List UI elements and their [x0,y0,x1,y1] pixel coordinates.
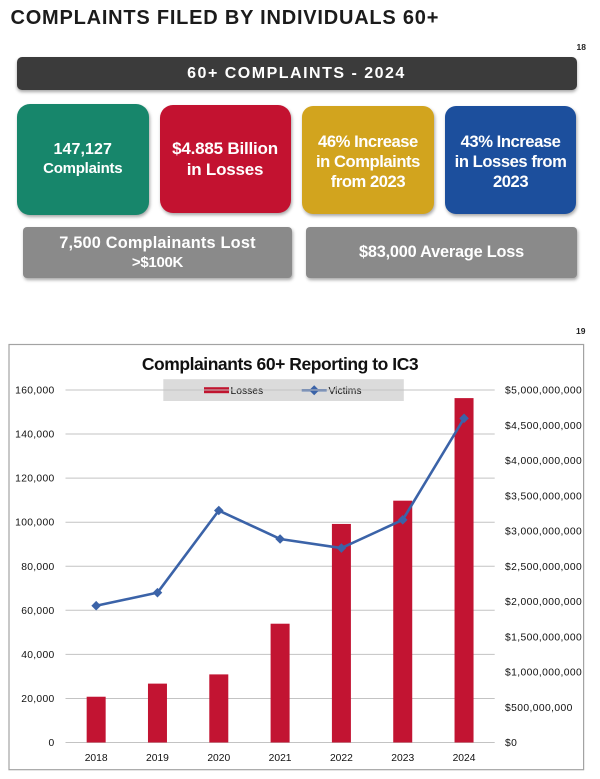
svg-text:120,000: 120,000 [15,474,54,485]
svg-text:2019: 2019 [146,753,169,764]
svg-text:160,000: 160,000 [15,386,54,397]
svg-text:Complainants 60+ Reporting to: Complainants 60+ Reporting to IC3 [142,354,419,374]
svg-text:$4,000,000,000: $4,000,000,000 [505,456,582,467]
svg-text:2021: 2021 [269,753,292,764]
svg-text:0: 0 [48,738,54,749]
svg-text:$5,000,000,000: $5,000,000,000 [505,386,582,397]
svg-text:$1,500,000,000: $1,500,000,000 [505,632,582,643]
svg-text:$2,500,000,000: $2,500,000,000 [505,562,582,573]
svg-text:$1,000,000,000: $1,000,000,000 [505,668,582,679]
svg-text:2022: 2022 [330,753,353,764]
svg-text:2023: 2023 [391,753,414,764]
svg-text:2024: 2024 [453,753,476,764]
svg-text:$500,000,000: $500,000,000 [505,703,573,714]
svg-text:100,000: 100,000 [15,518,54,529]
svg-text:40,000: 40,000 [21,650,54,661]
svg-text:Losses: Losses [231,386,264,397]
svg-text:2018: 2018 [85,753,108,764]
svg-text:140,000: 140,000 [15,430,54,441]
svg-text:$4,500,000,000: $4,500,000,000 [505,421,582,432]
svg-text:$3,000,000,000: $3,000,000,000 [505,527,582,538]
svg-text:60,000: 60,000 [21,606,54,617]
svg-text:$2,000,000,000: $2,000,000,000 [505,597,582,608]
svg-text:2020: 2020 [207,753,230,764]
svg-text:20,000: 20,000 [21,694,54,705]
svg-text:80,000: 80,000 [21,562,54,573]
svg-text:$0: $0 [505,738,517,749]
svg-text:Victims: Victims [329,386,362,397]
svg-text:$3,500,000,000: $3,500,000,000 [505,491,582,502]
